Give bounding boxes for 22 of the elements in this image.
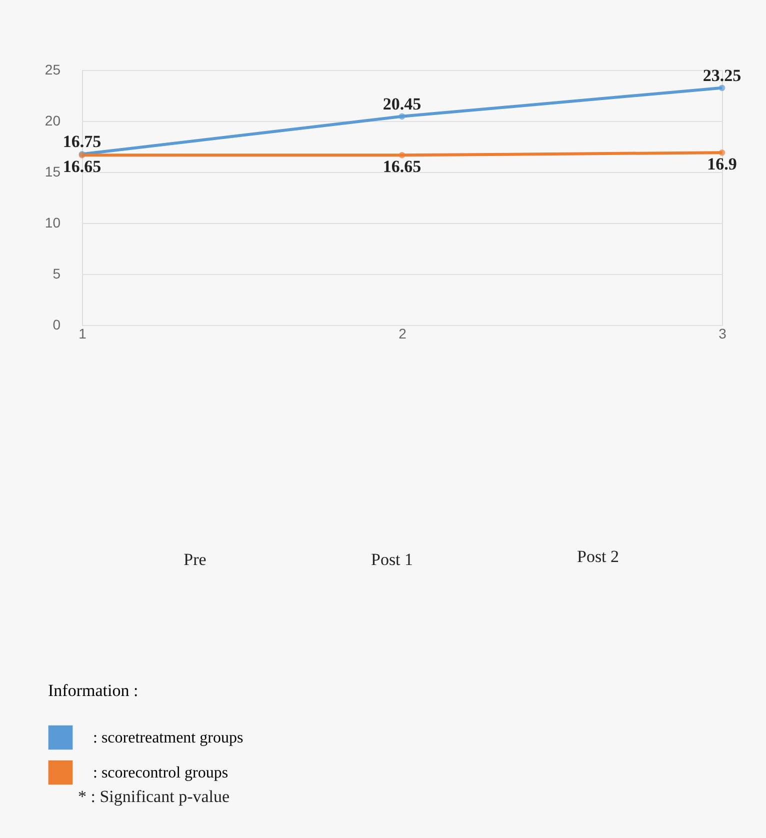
y-tick-label: 15 [44, 164, 61, 180]
text: Post 1 [370, 550, 414, 569]
x-tick-label: 2 [398, 326, 407, 342]
legend-label: : scorecontrol groups [93, 764, 228, 782]
y-tick-label: 20 [44, 112, 61, 128]
data-label: 23.25 [702, 66, 742, 85]
y-tick-label: 5 [52, 266, 61, 282]
data-label: 16.75 [62, 132, 102, 152]
text: Pre [184, 550, 206, 569]
y-tick-label: 25 [44, 62, 61, 78]
x-tick-label: 1 [78, 326, 87, 342]
y-tick-label: 10 [44, 214, 61, 230]
data-label: 16.9 [707, 154, 737, 174]
y-tick-label: 0 [52, 316, 61, 332]
legend-label: : scoretreatment groups [93, 730, 244, 746]
data-label: 20.45 [382, 94, 422, 114]
legend-title: Information : [48, 681, 138, 700]
x-tick-label: 3 [718, 326, 727, 342]
data-label: 16.65 [62, 157, 102, 176]
text: Post 2 [576, 547, 620, 566]
data-label: 16.65 [382, 157, 422, 176]
text: * : Significant p-value [78, 787, 230, 806]
